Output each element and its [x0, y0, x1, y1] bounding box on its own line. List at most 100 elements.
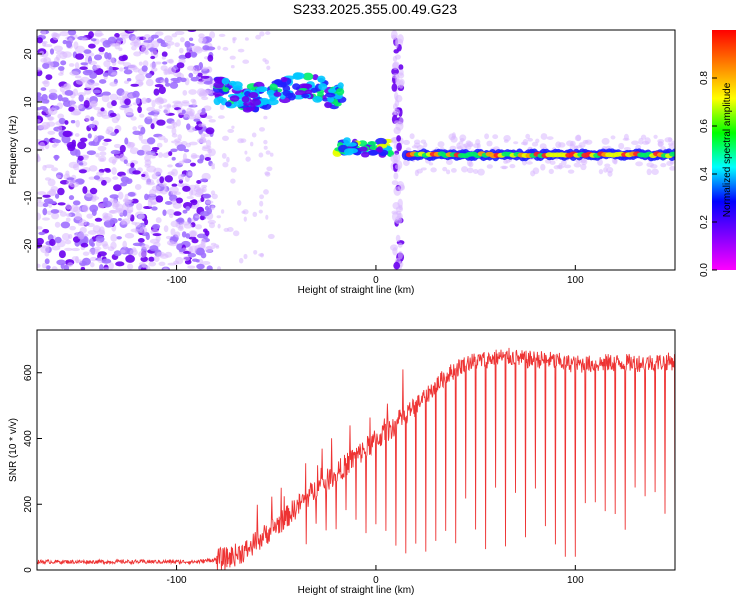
noise-blob [103, 60, 111, 68]
noise-blob [70, 120, 76, 124]
noise-blob [136, 202, 143, 211]
noise-blob [66, 40, 73, 49]
carrier-halo [437, 141, 445, 148]
carrier-halo [671, 140, 675, 145]
noise-blob [88, 165, 98, 172]
streak-blob [392, 247, 398, 256]
noise-blob [263, 189, 269, 195]
noise-blob [148, 261, 157, 267]
carrier-halo [580, 163, 587, 171]
noise-blob [82, 251, 90, 256]
carrier-halo [420, 167, 427, 171]
band-blob [312, 96, 323, 103]
noise-blob [175, 197, 184, 204]
band-blob [248, 92, 259, 99]
noise-blob [63, 264, 70, 270]
noise-blob [202, 145, 212, 150]
noise-blob [101, 258, 112, 264]
noise-blob [86, 213, 94, 219]
noise-blob [71, 247, 81, 252]
noise-blob [168, 151, 173, 157]
streak-blob [393, 261, 401, 270]
noise-blob [204, 205, 210, 211]
noise-blob [69, 181, 80, 188]
band-blob [304, 89, 313, 94]
noise-blob [269, 152, 274, 157]
noise-blob [174, 231, 181, 238]
noise-blob [154, 31, 164, 36]
noise-blob [131, 198, 139, 204]
noise-blob [163, 138, 169, 143]
noise-blob [201, 107, 206, 113]
noise-blob [188, 246, 193, 253]
noise-blob [181, 231, 187, 238]
band-blob [241, 95, 250, 103]
noise-blob [92, 225, 101, 233]
y-tick-label: 20 [23, 48, 34, 60]
noise-blob [49, 48, 55, 55]
noise-blob [197, 80, 206, 85]
noise-blob [153, 108, 161, 113]
noise-blob [42, 194, 51, 198]
noise-blob [153, 167, 163, 175]
carrier-halo [472, 169, 479, 174]
carrier-halo [610, 135, 616, 140]
noise-blob [216, 266, 222, 270]
snr-x-axis-label: Height of straight line (km) [298, 585, 415, 596]
noise-blob [93, 175, 101, 180]
noise-blob [37, 263, 41, 269]
noise-blob [147, 199, 153, 208]
noise-blob [130, 116, 137, 121]
noise-blob [65, 203, 71, 210]
streak-blob [394, 38, 399, 49]
streak-blob [390, 30, 398, 40]
noise-blob [195, 224, 202, 230]
noise-blob [98, 46, 105, 53]
colorbar-label: Normalized spectral amplitude [722, 82, 733, 217]
noise-blob [47, 130, 56, 135]
noise-blob [89, 256, 98, 262]
noise-blob [88, 123, 96, 129]
carrier-halo [465, 144, 472, 150]
noise-blob [93, 54, 103, 61]
noise-blob [266, 166, 273, 172]
carrier-halo [635, 161, 643, 167]
noise-blob [167, 164, 173, 168]
noise-blob [162, 104, 172, 108]
noise-blob [242, 59, 250, 64]
noise-blob [118, 67, 124, 72]
noise-blob [229, 55, 236, 60]
noise-blob [38, 231, 46, 236]
noise-blob [210, 163, 215, 167]
noise-blob [37, 226, 43, 230]
noise-blob [83, 49, 92, 54]
noise-blob [135, 97, 141, 105]
carrier-halo [644, 137, 651, 145]
noise-blob [244, 37, 249, 41]
noise-blob [61, 97, 69, 102]
noise-blob [60, 60, 67, 66]
noise-blob [191, 154, 201, 159]
noise-blob [164, 251, 173, 258]
noise-blob [40, 87, 47, 91]
noise-blob [71, 256, 79, 261]
noise-blob [158, 86, 166, 95]
noise-blob [202, 193, 212, 199]
noise-blob [144, 159, 152, 166]
noise-blob [129, 249, 138, 256]
noise-blob [176, 62, 185, 69]
noise-blob [89, 116, 95, 122]
noise-blob [258, 209, 263, 214]
noise-blob [185, 233, 191, 239]
noise-blob [37, 191, 47, 196]
noise-blob [75, 119, 80, 128]
noise-blob [87, 60, 98, 66]
noise-blob [82, 186, 88, 194]
noise-blob [50, 167, 59, 172]
noise-blob [136, 149, 145, 156]
noise-blob [108, 262, 115, 270]
colorbar: 0.0 0.2 0.4 0.6 0.8 Normalized spectral ampl… [699, 30, 736, 277]
noise-blob [259, 200, 264, 207]
snr-y-axis-label: SNR (10 * v/v) [8, 418, 19, 482]
